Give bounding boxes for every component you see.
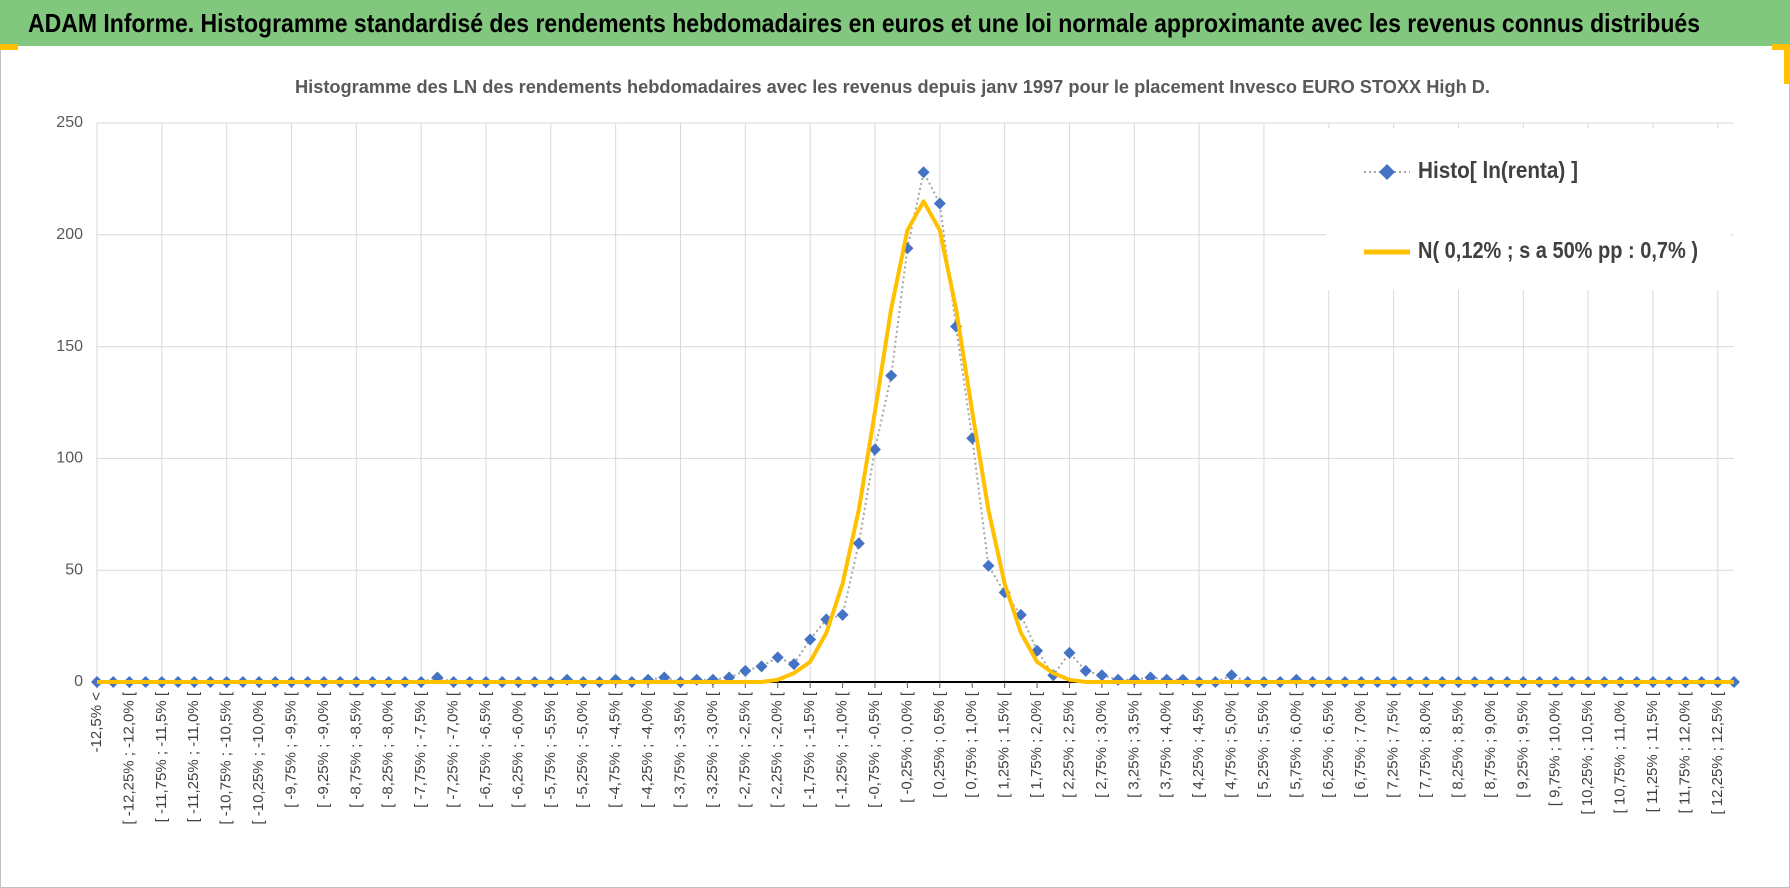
x-tick-label: [ -2,75% ; -2,5% [ — [736, 691, 753, 808]
y-tick-label: 150 — [56, 338, 83, 355]
x-tick-label: [ 7,75% ; 8,0% [ — [1417, 691, 1434, 798]
corner — [0, 44, 18, 50]
marker — [917, 166, 930, 179]
x-tick-label: [ 3,25% ; 3,5% [ — [1125, 691, 1142, 798]
x-tick-label: [ -3,25% ; -3,0% [ — [704, 691, 721, 808]
banner — [0, 0, 1790, 46]
x-tick-label: [ -1,75% ; -1,5% [ — [801, 691, 818, 808]
x-tick-label: [ 1,25% ; 1,5% [ — [996, 691, 1013, 798]
corner — [1784, 44, 1790, 84]
x-tick-label: [ 2,25% ; 2,5% [ — [1060, 691, 1077, 798]
marker — [755, 660, 768, 673]
x-tick-label: [ 8,75% ; 9,0% [ — [1482, 691, 1499, 798]
x-tick-label: [ -0,75% ; -0,5% [ — [866, 691, 883, 808]
marker — [1079, 664, 1092, 677]
marker — [868, 443, 881, 456]
marker — [1225, 669, 1238, 682]
marker — [836, 608, 849, 621]
marker — [1095, 669, 1108, 682]
x-tick-label: [ -9,25% ; -9,0% [ — [315, 691, 332, 808]
chart-title: Histogramme des LN des rendements hebdom… — [295, 77, 1490, 97]
x-tick-label: [ 7,25% ; 7,5% [ — [1385, 691, 1402, 798]
x-tick-label: [ -10,75% ; -10,5% [ — [218, 691, 235, 824]
x-tick-label: [ 10,75% ; 11,0% [ — [1612, 691, 1629, 813]
marker — [739, 664, 752, 677]
x-tick-label: [ -2,25% ; -2,0% [ — [769, 691, 786, 808]
x-tick-label: [ -6,75% ; -6,5% [ — [477, 691, 494, 808]
x-tick-label: [ 11,75% ; 12,0% [ — [1676, 691, 1693, 813]
x-tick-label: [ -5,75% ; -5,5% [ — [542, 691, 559, 808]
x-tick-label: [ -8,25% ; -8,0% [ — [380, 691, 397, 808]
marker — [885, 369, 898, 382]
x-tick-label: -12,5% < — [88, 692, 105, 753]
x-tick-label: [ 5,25% ; 5,5% [ — [1255, 691, 1272, 798]
y-tick-label: 100 — [56, 450, 83, 467]
x-tick-label: [ 8,25% ; 8,5% [ — [1449, 691, 1466, 798]
x-tick-label: [ -7,25% ; -7,0% [ — [445, 691, 462, 808]
legend-label: N( 0,12% ; s a 50% pp : 0,7% ) — [1418, 237, 1698, 263]
marker — [787, 658, 800, 671]
x-tick-label: [ 2,75% ; 3,0% [ — [1093, 691, 1110, 798]
x-tick-label: [ -0,25% ; 0,0% [ — [898, 691, 915, 803]
x-tick-label: [ -12,25% ; -12,0% [ — [120, 691, 137, 824]
y-tick-label: 250 — [56, 114, 83, 131]
x-tick-label: [ -7,75% ; -7,5% [ — [412, 691, 429, 808]
x-tick-label: [ -4,25% ; -4,0% [ — [639, 691, 656, 808]
legend-marker — [1379, 164, 1395, 180]
x-tick-label: [ 11,25% ; 11,5% [ — [1644, 691, 1661, 812]
x-tick-label: [ 10,25% ; 10,5% [ — [1579, 691, 1596, 814]
legend-label: Histo[ ln(renta) ] — [1418, 157, 1578, 183]
x-tick-label: [ -11,75% ; -11,5% [ — [153, 691, 170, 822]
corner — [1772, 44, 1790, 50]
x-tick-label: [ -10,25% ; -10,0% [ — [250, 691, 267, 824]
series-line — [97, 199, 1734, 684]
x-tick-label: [ -8,75% ; -8,5% [ — [347, 691, 364, 808]
x-tick-label: [ -9,75% ; -9,5% [ — [282, 691, 299, 808]
x-tick-label: [ 6,75% ; 7,0% [ — [1352, 691, 1369, 798]
x-tick-label: [ -4,75% ; -4,5% [ — [607, 691, 624, 808]
x-tick-label: [ 6,25% ; 6,5% [ — [1320, 691, 1337, 798]
marker — [852, 537, 865, 550]
legend-box — [1326, 128, 1731, 290]
marker — [804, 633, 817, 646]
x-tick-label: [ 4,25% ; 4,5% [ — [1190, 691, 1207, 798]
y-tick-label: 200 — [56, 226, 83, 243]
x-tick-label: [ 1,75% ; 2,0% [ — [1028, 691, 1045, 798]
x-tick-label: [ 12,25% ; 12,5% [ — [1709, 691, 1726, 814]
marker — [771, 651, 784, 664]
x-tick-label: [ 9,75% ; 10,0% [ — [1547, 691, 1564, 806]
y-tick-label: 50 — [65, 561, 83, 578]
banner-title: ADAM Informe. Histogramme standardisé de… — [28, 8, 1700, 38]
y-tick-label: 0 — [74, 673, 83, 690]
x-tick-label: [ 4,75% ; 5,0% [ — [1223, 691, 1240, 798]
x-tick-label: [ -3,75% ; -3,5% [ — [671, 691, 688, 808]
marker — [933, 197, 946, 210]
x-tick-label: [ 0,25% ; 0,5% [ — [931, 691, 948, 798]
x-tick-label: [ 5,75% ; 6,0% [ — [1287, 691, 1304, 798]
x-tick-label: [ 0,75% ; 1,0% [ — [963, 691, 980, 798]
x-tick-label: [ 9,25% ; 9,5% [ — [1514, 691, 1531, 798]
x-tick-label: [ -11,25% ; -11,0% [ — [185, 691, 202, 822]
x-tick-label: [ -6,25% ; -6,0% [ — [509, 691, 526, 808]
x-tick-label: [ -1,25% ; -1,0% [ — [834, 691, 851, 808]
x-tick-label: [ -5,25% ; -5,0% [ — [574, 691, 591, 808]
marker — [1063, 646, 1076, 659]
x-tick-label: [ 3,75% ; 4,0% [ — [1158, 691, 1175, 798]
marker — [982, 559, 995, 572]
